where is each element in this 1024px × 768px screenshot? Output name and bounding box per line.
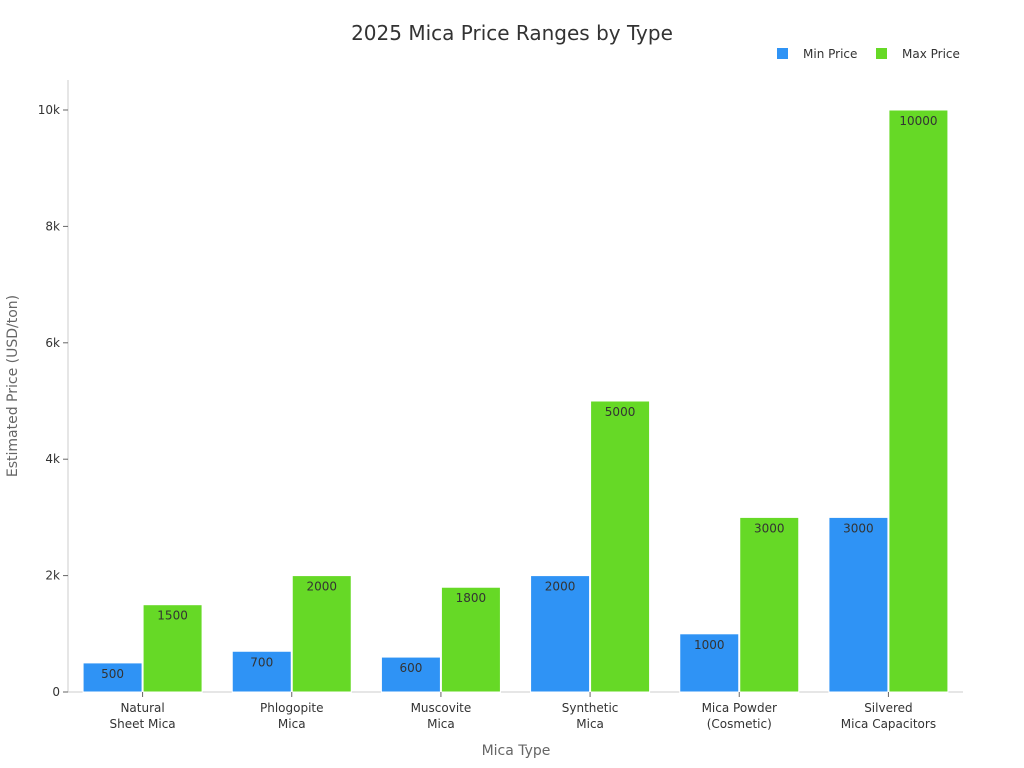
max-price-legend-label: Max Price xyxy=(902,47,960,61)
max-price-bar xyxy=(739,516,800,693)
min-price-bar xyxy=(828,516,889,693)
y-tick-label: 4k xyxy=(45,452,60,466)
min-price-legend-swatch xyxy=(777,48,788,59)
y-axis-title: Estimated Price (USD/ton) xyxy=(5,295,21,477)
min-price-legend-label: Min Price xyxy=(803,47,857,61)
min-price-data-label: 2000 xyxy=(545,580,576,594)
x-tick-label: Synthetic Mica xyxy=(562,701,619,731)
max-price-data-label: 1500 xyxy=(157,609,188,623)
y-tick-label: 10k xyxy=(38,103,60,117)
min-price-bar xyxy=(530,575,591,693)
x-tick-label-line: Phlogopite xyxy=(260,701,324,715)
bar-series xyxy=(82,109,949,693)
max-price-bar xyxy=(590,400,651,693)
x-tick-label: Silvered Mica Capacitors xyxy=(841,701,936,731)
max-price-bar xyxy=(291,575,352,693)
x-tick-label-line: Mica xyxy=(576,717,604,731)
x-tick-label-line: Synthetic xyxy=(562,701,619,715)
max-price-bar xyxy=(888,109,949,693)
min-price-bar xyxy=(380,656,441,693)
max-price-data-label: 5000 xyxy=(605,405,636,419)
x-tick-label: Muscovite Mica xyxy=(411,701,472,731)
x-tick-label: Natural Sheet Mica xyxy=(110,701,176,731)
max-price-legend-swatch xyxy=(876,48,887,59)
min-price-bar xyxy=(82,662,143,693)
min-price-data-label: 600 xyxy=(399,661,422,675)
x-tick-label-line: Mica Capacitors xyxy=(841,717,936,731)
max-price-data-label: 1800 xyxy=(456,591,487,605)
min-price-bar xyxy=(231,650,292,693)
x-tick-label-line: Mica xyxy=(427,717,455,731)
x-tick-label-line: Mica xyxy=(278,717,306,731)
x-tick-label-line: Silvered xyxy=(864,701,912,715)
max-price-bar xyxy=(440,586,501,693)
y-tick-label: 8k xyxy=(45,219,60,233)
x-tick-label: Phlogopite Mica xyxy=(260,701,324,731)
max-price-data-label: 2000 xyxy=(306,580,337,594)
data-labels: 500 1500 700 2000 600 1800 2000 5000 1000 3000 300… xyxy=(101,114,937,681)
min-price-data-label: 500 xyxy=(101,667,124,681)
y-tick-label: 0 xyxy=(52,685,60,699)
y-tick-label: 6k xyxy=(45,336,60,350)
max-price-data-label: 3000 xyxy=(754,521,785,535)
x-tick-label-line: Sheet Mica xyxy=(110,717,176,731)
chart-title: 2025 Mica Price Ranges by Type xyxy=(351,21,673,45)
x-tick-label-line: (Cosmetic) xyxy=(707,717,772,731)
min-price-data-label: 3000 xyxy=(843,521,874,535)
x-tick-label: Mica Powder (Cosmetic) xyxy=(702,701,777,731)
x-tick-label-line: Mica Powder xyxy=(702,701,777,715)
legend: Min Price Max Price xyxy=(777,47,960,61)
max-price-bar xyxy=(142,604,203,693)
min-price-bar xyxy=(679,633,740,693)
y-axis-ticks: 0 2k 4k 6k 8k 10k xyxy=(38,103,68,699)
max-price-data-label: 10000 xyxy=(899,114,937,128)
y-tick-label: 2k xyxy=(45,569,60,583)
x-axis-title: Mica Type xyxy=(482,743,551,759)
min-price-data-label: 700 xyxy=(250,655,273,669)
min-price-data-label: 1000 xyxy=(694,638,725,652)
x-tick-label-line: Natural xyxy=(120,701,164,715)
x-tick-label-line: Muscovite xyxy=(411,701,472,715)
